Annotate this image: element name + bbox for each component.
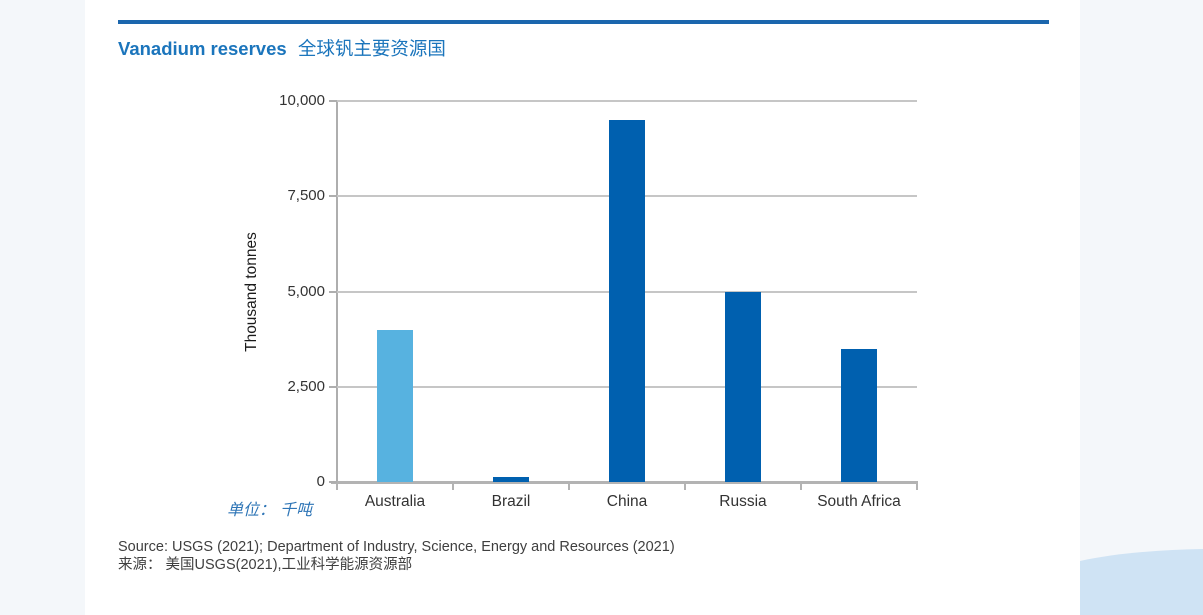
y-tick-label: 0 (316, 473, 325, 490)
y-tick-mark (329, 290, 337, 293)
bar-australia (377, 329, 413, 482)
left-margin-strip (0, 0, 85, 615)
x-tick-label-south-africa: South Africa (817, 493, 901, 510)
y-tick-mark (329, 385, 337, 388)
x-axis-line (331, 481, 918, 484)
y-tick-label: 10,000 (279, 92, 325, 109)
x-tick-mark (452, 484, 454, 490)
y-tick-mark (329, 100, 337, 102)
source-line-chinese: 来源： 美国USGS(2021),工业科学能源资源部 (118, 556, 413, 573)
gridline-10000 (337, 100, 917, 102)
right-margin-strip (1080, 0, 1203, 615)
x-tick-label-australia: Australia (364, 493, 426, 510)
y-tick-label: 7,500 (287, 187, 325, 205)
bar-russia (725, 291, 761, 482)
bar-chart-plot-area (337, 100, 917, 482)
unit-label: 单位： 千吨 (227, 500, 313, 519)
x-tick-label-russia: Russia (719, 493, 767, 510)
wave-decoration (1080, 549, 1203, 615)
x-tick-label-china: China (606, 493, 648, 510)
bar-brazil (493, 477, 529, 482)
x-tick-mark (684, 484, 686, 490)
source-line-english: Source: USGS (2021); Department of Indus… (118, 539, 675, 555)
y-tick-mark (329, 195, 337, 198)
bar-south-africa (841, 348, 877, 482)
x-tick-mark (916, 484, 918, 490)
y-tick-label: 2,500 (287, 377, 325, 395)
source-note: Source: USGS (2021); Department of Indus… (118, 539, 675, 574)
y-tick-label: 5,000 (287, 282, 325, 300)
page-title-chinese: 全球钒主要资源国 (297, 38, 446, 59)
y-tick-mark (329, 481, 337, 483)
page-title-english: Vanadium reserves (118, 38, 287, 59)
x-tick-mark (336, 484, 338, 490)
title-rule (118, 20, 1049, 24)
page-title: Vanadium reserves 全球钒主要资源国 (118, 35, 446, 61)
x-tick-mark (568, 484, 570, 490)
x-tick-mark (800, 484, 802, 490)
bar-china (609, 120, 645, 482)
x-tick-label-brazil: Brazil (491, 493, 531, 510)
